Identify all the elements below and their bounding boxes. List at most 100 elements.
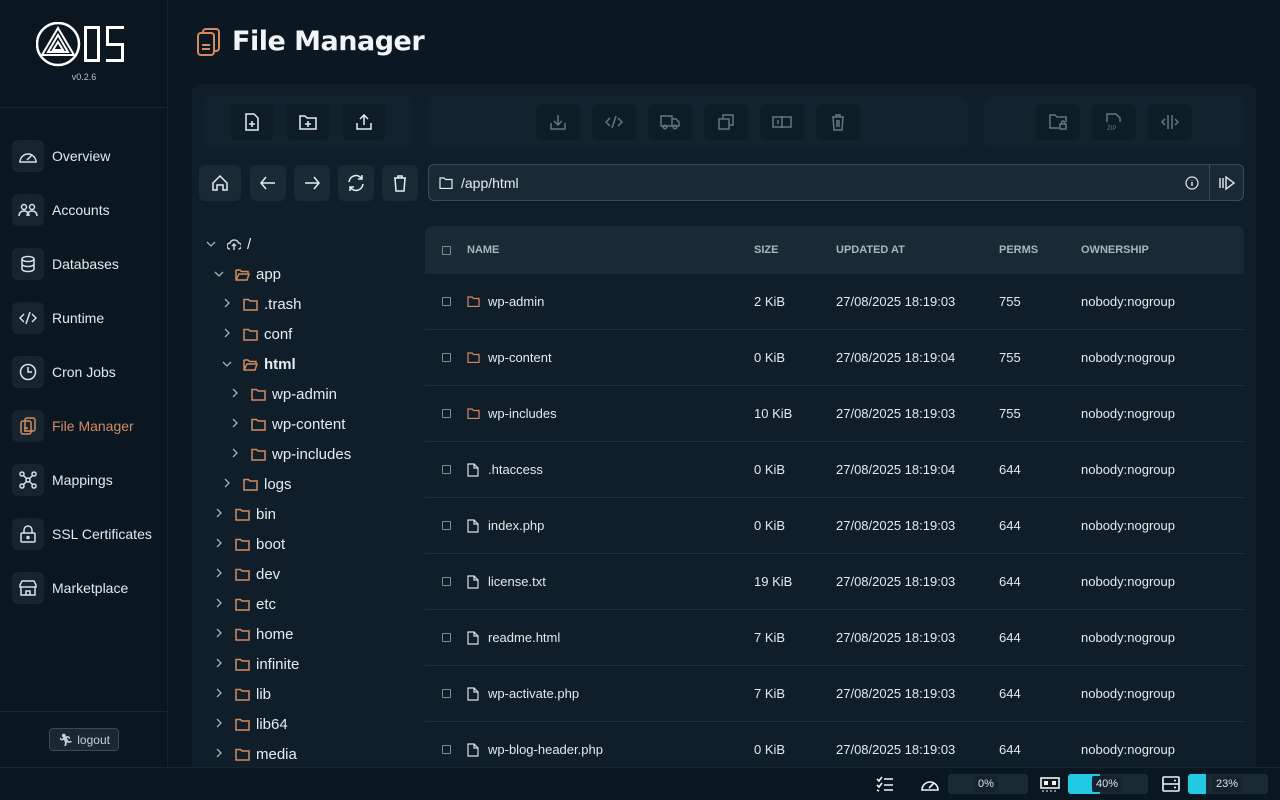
chevron-right-icon[interactable] xyxy=(212,538,226,551)
row-checkbox[interactable] xyxy=(441,521,451,530)
tree-node[interactable]: wp-content xyxy=(200,409,420,439)
chevron-right-icon[interactable] xyxy=(228,418,242,431)
rename-button[interactable] xyxy=(760,104,804,140)
row-checkbox[interactable] xyxy=(441,633,451,642)
refresh-button[interactable] xyxy=(338,165,374,201)
forward-button[interactable] xyxy=(294,165,330,201)
chevron-right-icon[interactable] xyxy=(220,298,234,311)
logout-button[interactable]: 🏃︎ logout xyxy=(49,728,119,751)
chevron-right-icon[interactable] xyxy=(228,448,242,461)
table-row[interactable]: wp-blog-header.php 0 KiB 27/08/2025 18:1… xyxy=(425,722,1244,767)
row-checkbox[interactable] xyxy=(441,689,451,698)
extract-button[interactable] xyxy=(1148,104,1192,140)
tree-node[interactable]: logs xyxy=(200,469,420,499)
row-checkbox[interactable] xyxy=(441,577,451,586)
go-button[interactable] xyxy=(1209,165,1243,200)
file-name[interactable]: wp-includes xyxy=(488,406,557,421)
row-checkbox[interactable] xyxy=(441,465,451,474)
col-ownership[interactable]: OWNERSHIP xyxy=(1081,244,1149,256)
chevron-down-icon[interactable] xyxy=(220,358,234,370)
tree-node[interactable]: lib64 xyxy=(200,709,420,739)
file-name[interactable]: wp-activate.php xyxy=(488,686,580,701)
chevron-right-icon[interactable] xyxy=(220,328,234,341)
sidebar-item-marketplace[interactable]: Marketplace xyxy=(12,572,152,604)
info-icon[interactable] xyxy=(1185,175,1199,190)
chevron-down-icon[interactable] xyxy=(204,238,218,250)
select-all-checkbox[interactable] xyxy=(441,245,451,255)
sidebar-item-databases[interactable]: Databases xyxy=(12,248,152,280)
col-perms[interactable]: PERMS xyxy=(999,244,1039,256)
file-name[interactable]: wp-blog-header.php xyxy=(488,742,603,757)
table-row[interactable]: wp-admin 2 KiB 27/08/2025 18:19:03 755 n… xyxy=(425,274,1244,330)
tree-node[interactable]: home xyxy=(200,619,420,649)
chevron-right-icon[interactable] xyxy=(212,658,226,671)
path-input[interactable] xyxy=(461,174,1185,191)
chevron-right-icon[interactable] xyxy=(212,598,226,611)
code-editor-button[interactable] xyxy=(592,104,636,140)
chevron-right-icon[interactable] xyxy=(212,628,226,641)
file-name[interactable]: readme.html xyxy=(488,630,561,645)
chevron-right-icon[interactable] xyxy=(220,478,234,491)
col-name[interactable]: NAME xyxy=(467,244,500,256)
col-updated[interactable]: UPDATED AT xyxy=(836,244,905,256)
copy-button[interactable] xyxy=(704,104,748,140)
file-name[interactable]: .htaccess xyxy=(488,462,543,477)
tree-node[interactable]: wp-admin xyxy=(200,379,420,409)
file-name[interactable]: index.php xyxy=(488,518,545,533)
tree-node[interactable]: conf xyxy=(200,319,420,349)
trash-button[interactable] xyxy=(382,165,418,201)
row-checkbox[interactable] xyxy=(441,297,451,306)
sidebar-item-file-manager[interactable]: File Manager xyxy=(12,410,152,442)
task-list-icon[interactable] xyxy=(876,776,894,792)
chevron-right-icon[interactable] xyxy=(228,388,242,401)
new-file-button[interactable] xyxy=(230,104,274,140)
table-row[interactable]: readme.html 7 KiB 27/08/2025 18:19:03 64… xyxy=(425,610,1244,666)
upload-button[interactable] xyxy=(342,104,386,140)
table-row[interactable]: wp-activate.php 7 KiB 27/08/2025 18:19:0… xyxy=(425,666,1244,722)
tree-node[interactable]: boot xyxy=(200,529,420,559)
col-size[interactable]: SIZE xyxy=(754,244,779,256)
chevron-right-icon[interactable] xyxy=(212,688,226,701)
chevron-right-icon[interactable] xyxy=(212,748,226,761)
sidebar-item-overview[interactable]: Overview xyxy=(12,140,152,172)
chevron-right-icon[interactable] xyxy=(212,508,226,521)
table-row[interactable]: index.php 0 KiB 27/08/2025 18:19:03 644 … xyxy=(425,498,1244,554)
table-row[interactable]: wp-content 0 KiB 27/08/2025 18:19:04 755… xyxy=(425,330,1244,386)
tree-node[interactable]: etc xyxy=(200,589,420,619)
tree-node[interactable]: dev xyxy=(200,559,420,589)
table-row[interactable]: wp-includes 10 KiB 27/08/2025 18:19:03 7… xyxy=(425,386,1244,442)
file-name[interactable]: license.txt xyxy=(488,574,546,589)
tree-node[interactable]: app xyxy=(200,259,420,289)
sidebar-item-ssl-certificates[interactable]: SSL Certificates xyxy=(12,518,152,550)
table-row[interactable]: license.txt 19 KiB 27/08/2025 18:19:03 6… xyxy=(425,554,1244,610)
move-button[interactable] xyxy=(648,104,692,140)
tree-node[interactable]: media xyxy=(200,739,420,767)
chevron-right-icon[interactable] xyxy=(212,568,226,581)
row-checkbox[interactable] xyxy=(441,745,451,754)
sidebar-item-cron-jobs[interactable]: Cron Jobs xyxy=(12,356,152,388)
row-checkbox[interactable] xyxy=(441,353,451,362)
home-button[interactable] xyxy=(199,165,241,201)
tree-node[interactable]: / xyxy=(200,229,420,259)
tree-node[interactable]: infinite xyxy=(200,649,420,679)
sidebar-item-mappings[interactable]: Mappings xyxy=(12,464,152,496)
tree-node[interactable]: wp-includes xyxy=(200,439,420,469)
sidebar-item-accounts[interactable]: Accounts xyxy=(12,194,152,226)
tree-node[interactable]: .trash xyxy=(200,289,420,319)
file-name[interactable]: wp-content xyxy=(488,350,552,365)
permissions-button[interactable] xyxy=(1036,104,1080,140)
new-folder-button[interactable] xyxy=(286,104,330,140)
chevron-right-icon[interactable] xyxy=(212,718,226,731)
tree-node[interactable]: html xyxy=(200,349,420,379)
tree-node[interactable]: lib xyxy=(200,679,420,709)
back-button[interactable] xyxy=(250,165,286,201)
table-row[interactable]: .htaccess 0 KiB 27/08/2025 18:19:04 644 … xyxy=(425,442,1244,498)
file-name[interactable]: wp-admin xyxy=(488,294,545,309)
compress-zip-button[interactable]: ZIP xyxy=(1092,104,1136,140)
delete-button[interactable] xyxy=(816,104,860,140)
chevron-down-icon[interactable] xyxy=(212,268,226,280)
sidebar-item-runtime[interactable]: Runtime xyxy=(12,302,152,334)
download-button[interactable] xyxy=(536,104,580,140)
tree-node[interactable]: bin xyxy=(200,499,420,529)
row-checkbox[interactable] xyxy=(441,409,451,418)
